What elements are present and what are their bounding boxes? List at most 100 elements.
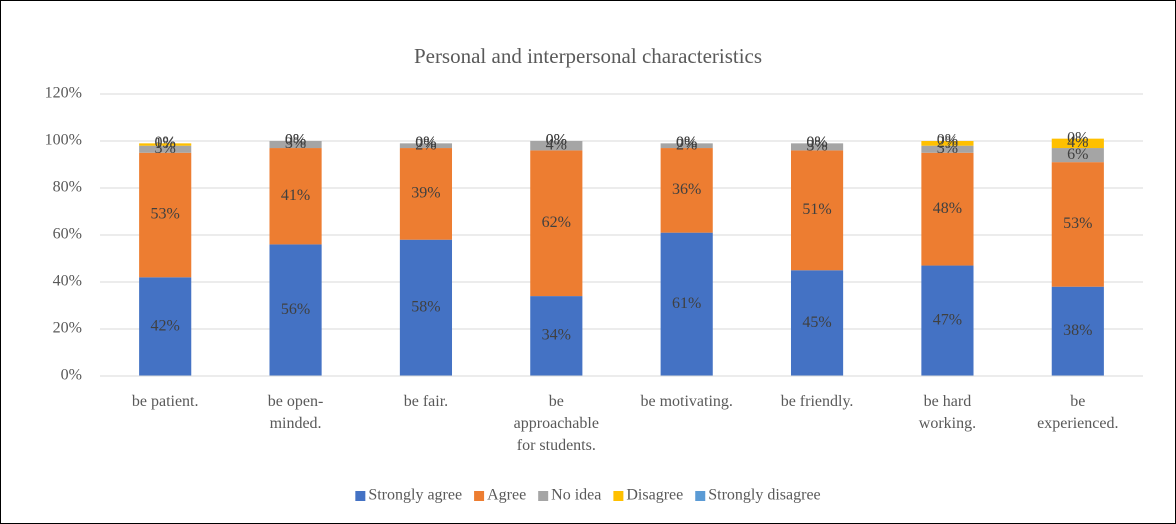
x-tick-line: for students.	[517, 437, 596, 454]
x-tick-line: be	[1070, 393, 1085, 410]
data-label: 39%	[411, 185, 440, 202]
data-label: 3%	[806, 138, 827, 155]
data-label: 3%	[285, 135, 306, 152]
bar-segment	[139, 277, 192, 376]
legend-swatch	[695, 491, 706, 501]
data-label: 0%	[155, 134, 176, 151]
data-label: 0%	[285, 132, 306, 149]
x-tick-label: be open-minded.	[268, 393, 324, 432]
bar-segment	[660, 143, 713, 149]
legend-label: Agree	[487, 487, 526, 504]
data-label: 53%	[1063, 215, 1092, 232]
bar-segment	[1051, 148, 1104, 163]
y-tick-label: 0%	[61, 367, 82, 384]
bar-segment	[790, 150, 844, 271]
x-tick-line: approachable	[514, 415, 599, 432]
x-tick-line: be hard	[924, 393, 972, 410]
x-tick-label: be fair.	[404, 393, 448, 410]
data-label: 4%	[1067, 134, 1088, 151]
x-tick-label: be experienced.	[1037, 393, 1118, 432]
legend-swatch	[538, 491, 549, 501]
x-tick-line: minded.	[270, 415, 322, 432]
bar-segment	[530, 150, 583, 297]
data-label: 0%	[415, 134, 436, 151]
legend-swatch	[613, 491, 624, 501]
y-tick-label: 120%	[45, 85, 82, 102]
bar-segment	[139, 152, 192, 278]
bar-segment	[921, 145, 974, 153]
x-tick-label: be friendly.	[781, 393, 854, 410]
y-tick-label: 40%	[53, 273, 82, 290]
legend-label: No idea	[551, 487, 601, 504]
x-tick-line: be open-	[268, 393, 324, 410]
data-label: 61%	[672, 295, 701, 312]
bar-segment	[139, 145, 192, 153]
data-label: 0%	[415, 134, 436, 151]
legend-swatch	[355, 491, 366, 501]
data-label: 58%	[411, 299, 440, 316]
y-tick-label: 80%	[53, 179, 82, 196]
data-label: 62%	[542, 214, 571, 231]
data-label: 2%	[937, 134, 958, 151]
data-label: 48%	[933, 200, 962, 217]
bar-segment	[530, 296, 583, 376]
y-tick-label: 20%	[53, 320, 82, 337]
data-label: 53%	[151, 206, 180, 223]
legend-label: Strongly agree	[368, 487, 462, 504]
data-label: 36%	[672, 181, 701, 198]
legend-swatch	[474, 491, 485, 501]
data-label: 0%	[546, 132, 567, 149]
data-label: 0%	[285, 132, 306, 149]
data-label: 41%	[281, 187, 310, 204]
x-tick-line: be patient.	[132, 393, 199, 410]
data-label: 0%	[546, 132, 567, 149]
bar-segment	[921, 152, 974, 266]
data-label: 1%	[155, 135, 176, 152]
bar-segment	[1051, 138, 1104, 149]
bar-segment	[1051, 162, 1104, 287]
data-label: 34%	[542, 327, 571, 344]
legend-label: Strongly disagree	[708, 487, 820, 504]
y-tick-label: 100%	[45, 132, 82, 149]
data-label: 51%	[802, 201, 831, 218]
bar-segment	[921, 141, 974, 146]
legend-label: Disagree	[626, 487, 683, 504]
data-label: 42%	[151, 317, 180, 334]
bar-segment	[1051, 286, 1104, 376]
x-tick-line: be fair.	[404, 393, 448, 410]
data-label: 4%	[546, 136, 567, 153]
data-label: 0%	[937, 132, 958, 149]
data-label: 0%	[1067, 129, 1088, 146]
data-label: 56%	[281, 301, 310, 318]
data-label: 47%	[933, 311, 962, 328]
data-label: 2%	[415, 136, 436, 153]
x-tick-label: be motivating.	[640, 393, 732, 410]
x-tick-line: be friendly.	[781, 393, 854, 410]
x-tick-line: experienced.	[1037, 415, 1118, 432]
chart-title: Personal and interpersonal characteristi…	[414, 44, 762, 68]
data-label: 0%	[806, 134, 827, 151]
data-label: 45%	[802, 314, 831, 331]
bar-segment	[790, 143, 844, 151]
x-tick-line: be motivating.	[640, 393, 732, 410]
x-tick-line: be	[549, 393, 564, 410]
bar-segment	[530, 141, 583, 151]
data-label: 0%	[676, 134, 697, 151]
bar-segment	[399, 239, 453, 376]
data-label: 6%	[1067, 146, 1088, 163]
data-label: 38%	[1063, 322, 1092, 339]
bar-segment	[269, 141, 322, 149]
bar-segment	[660, 148, 713, 233]
data-label: 2%	[676, 136, 697, 153]
data-label: 0%	[806, 134, 827, 151]
y-tick-label: 60%	[53, 226, 82, 243]
bar-segment	[139, 143, 192, 146]
bar-segment	[269, 244, 322, 376]
bar-segment	[269, 148, 322, 245]
x-tick-label: be hard working.	[919, 393, 976, 432]
x-tick-label: be approachable for students.	[514, 393, 599, 454]
bar-segment	[921, 265, 974, 376]
bar-segment	[399, 148, 453, 240]
